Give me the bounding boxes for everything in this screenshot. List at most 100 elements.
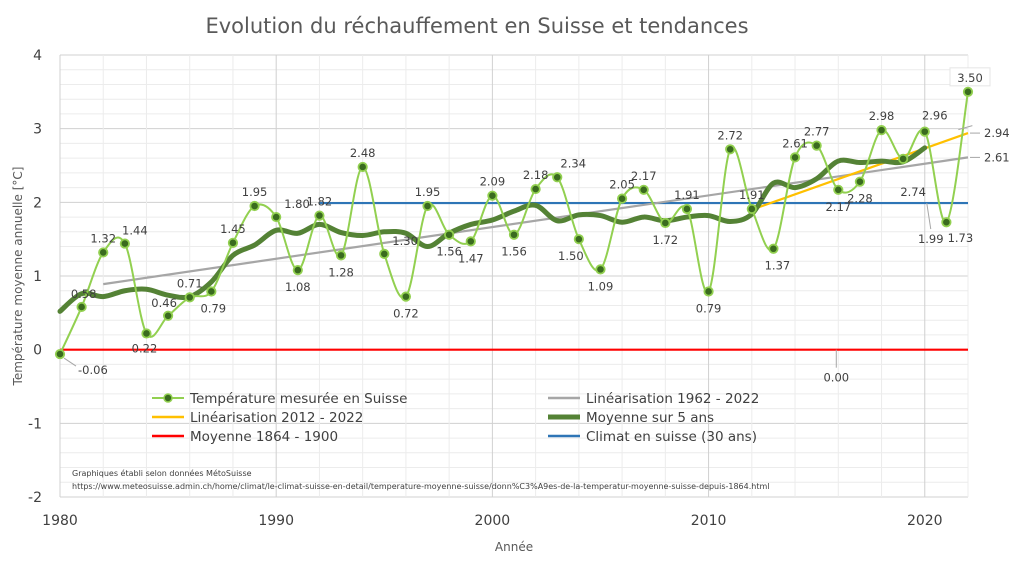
data-point bbox=[465, 236, 476, 247]
series-moyenne-5-ans bbox=[57, 145, 928, 314]
source-note: Graphiques établi selon données MétoSuis… bbox=[72, 468, 252, 478]
data-point bbox=[919, 126, 930, 137]
source-url: https://www.meteosuisse.admin.ch/home/cl… bbox=[72, 482, 770, 491]
data-markers bbox=[54, 86, 974, 360]
data-label: 1.45 bbox=[220, 222, 246, 236]
legend-climat-30-ans: Climat en suisse (30 ans) bbox=[548, 429, 757, 445]
data-label: 0.71 bbox=[177, 276, 203, 290]
data-label-box bbox=[949, 67, 991, 87]
label-leader bbox=[958, 125, 973, 131]
data-label: 1.56 bbox=[501, 245, 527, 259]
data-point bbox=[76, 301, 87, 313]
axis-ticks: -2 -1 0 1 2 3 4 1980 1990 2000 2010 2020 bbox=[28, 48, 943, 529]
data-label: 1.72 bbox=[653, 233, 679, 247]
label-leader bbox=[926, 202, 932, 230]
data-label: 0.00 bbox=[823, 371, 849, 385]
data-label: 1.91 bbox=[674, 188, 700, 202]
data-point bbox=[595, 264, 606, 275]
data-point bbox=[833, 184, 844, 195]
data-label: 1.82 bbox=[307, 195, 333, 209]
data-point bbox=[184, 292, 195, 303]
y-tick-label: -1 bbox=[28, 416, 42, 432]
y-tick-label: 2 bbox=[33, 195, 42, 211]
data-label: 1.08 bbox=[285, 280, 311, 294]
y-tick-label: 3 bbox=[33, 122, 42, 138]
data-label: 0.22 bbox=[132, 341, 158, 355]
data-label: 1.44 bbox=[122, 224, 148, 238]
data-label: 2.72 bbox=[717, 128, 743, 142]
y-axis-label: Température moyenne annuelle [°C] bbox=[11, 167, 25, 387]
data-label: 1.47 bbox=[458, 251, 484, 265]
legend-linearisation-2012-2022: Linéarisation 2012 - 2022 bbox=[152, 410, 363, 426]
data-label: 1.30 bbox=[392, 234, 418, 248]
x-axis-label: Année bbox=[495, 540, 533, 554]
data-point bbox=[487, 190, 498, 201]
data-point bbox=[962, 86, 974, 97]
data-point bbox=[638, 184, 649, 195]
data-label: 2.61 bbox=[782, 136, 808, 150]
data-label: 1.99 bbox=[918, 232, 944, 246]
data-point bbox=[660, 217, 671, 229]
data-label: 1.80 bbox=[284, 197, 310, 211]
data-point bbox=[335, 250, 347, 261]
y-tick-label: 1 bbox=[33, 269, 42, 285]
data-point bbox=[854, 176, 866, 187]
x-tick-label: 2000 bbox=[475, 513, 511, 529]
chart-title: Evolution du réchauffement en Suisse et … bbox=[205, 14, 748, 38]
data-label: 1.50 bbox=[558, 249, 584, 263]
data-label: 2.48 bbox=[350, 146, 376, 160]
data-label: 2.34 bbox=[560, 156, 586, 170]
data-point bbox=[768, 243, 779, 254]
data-label: 1.37 bbox=[765, 259, 791, 273]
data-point bbox=[357, 161, 368, 173]
data-point bbox=[206, 286, 217, 297]
data-point bbox=[400, 291, 412, 302]
data-point bbox=[941, 217, 952, 228]
data-label: 0.72 bbox=[393, 307, 419, 321]
data-label: 2.74 bbox=[900, 185, 926, 199]
data-point bbox=[422, 200, 433, 212]
data-label: 1.28 bbox=[328, 265, 354, 279]
data-point bbox=[811, 140, 822, 151]
data-point bbox=[746, 203, 757, 215]
data-point bbox=[162, 310, 174, 321]
data-point bbox=[314, 210, 325, 221]
x-tick-label: 2010 bbox=[691, 513, 727, 529]
legend-label: Moyenne sur 5 ans bbox=[586, 410, 714, 426]
data-label: -0.06 bbox=[78, 363, 108, 377]
data-label: 2.05 bbox=[609, 178, 635, 192]
label-leader bbox=[63, 357, 77, 367]
x-tick-label: 1990 bbox=[258, 513, 294, 529]
data-labels: -0.06 0.58 1.32 1.44 0.22 0.460.71 0.79 1.45 1.9… bbox=[63, 67, 1010, 385]
data-label: 1.56 bbox=[436, 245, 462, 259]
legend-label: Linéarisation 1962 - 2022 bbox=[586, 391, 759, 407]
data-point bbox=[227, 237, 239, 248]
data-point bbox=[119, 238, 130, 249]
data-point bbox=[141, 328, 152, 339]
data-label: 1.95 bbox=[415, 185, 441, 199]
legend-temperature-mesuree: Température mesurée en Suisse bbox=[152, 391, 407, 407]
data-label: 3.50 bbox=[957, 71, 983, 85]
data-point bbox=[876, 125, 887, 136]
data-label: 2.17 bbox=[825, 200, 851, 214]
data-label: 1.95 bbox=[242, 185, 268, 199]
legend-linearisation-1962-2022: Linéarisation 1962 - 2022 bbox=[548, 391, 759, 407]
legend-moyenne-1864-1900: Moyenne 1864 - 1900 bbox=[152, 429, 338, 445]
data-point bbox=[681, 203, 693, 215]
legend-label: Moyenne 1864 - 1900 bbox=[190, 429, 338, 445]
data-point bbox=[898, 153, 909, 164]
data-point bbox=[54, 348, 66, 360]
legend-label: Température mesurée en Suisse bbox=[189, 391, 407, 407]
data-point bbox=[552, 172, 563, 183]
data-label: 2.61 bbox=[984, 150, 1010, 164]
data-label: 2.94 bbox=[984, 126, 1010, 140]
x-tick-label: 1980 bbox=[42, 513, 78, 529]
data-label: 1.32 bbox=[90, 231, 116, 245]
data-label: 0.46 bbox=[151, 296, 177, 310]
data-point bbox=[725, 144, 736, 155]
data-label: 2.17 bbox=[631, 169, 657, 183]
x-tick-label: 2020 bbox=[907, 513, 943, 529]
data-label: 2.28 bbox=[847, 192, 873, 206]
data-point bbox=[292, 265, 303, 276]
